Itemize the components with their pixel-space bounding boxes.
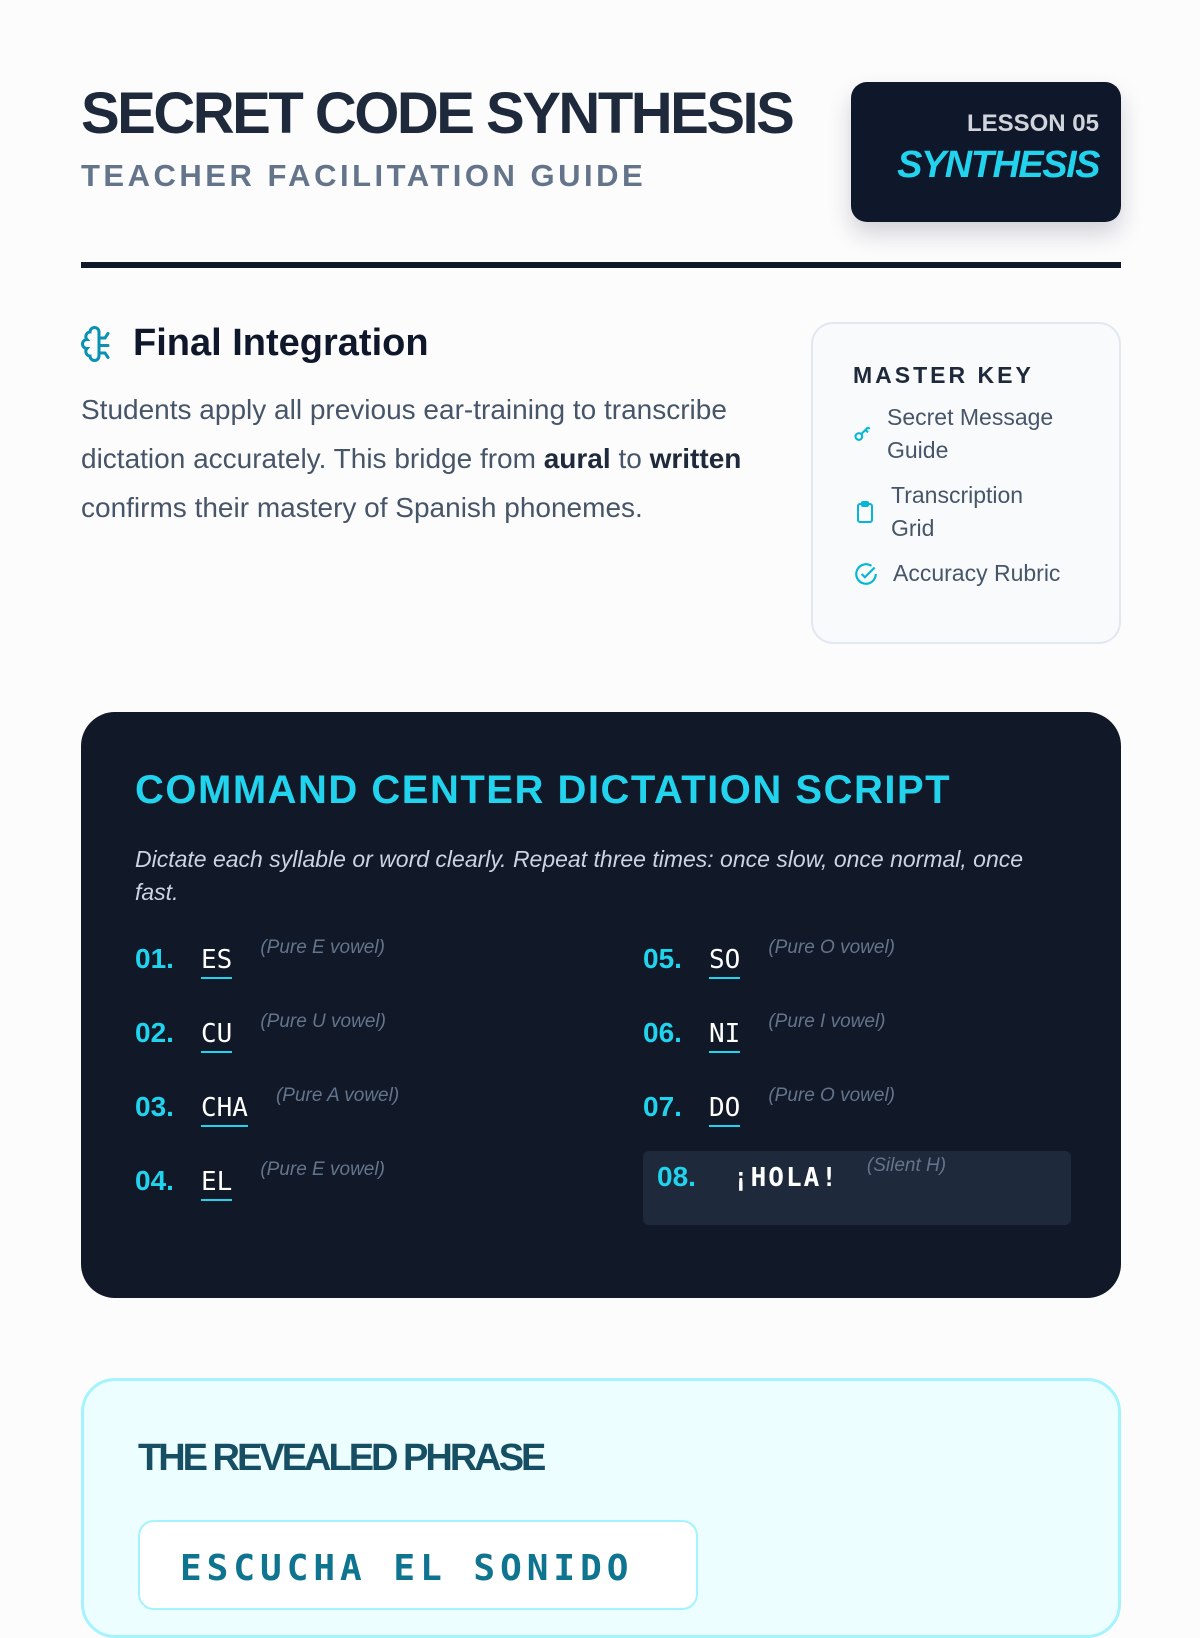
item-note: (Pure I vowel) [768, 1011, 886, 1032]
item-number: 01. [135, 943, 174, 974]
lesson-name: SYNTHESIS [897, 144, 1100, 186]
script-title: COMMAND CENTER DICTATION SCRIPT [135, 768, 952, 812]
dictation-script-panel: COMMAND CENTER DICTATION SCRIPT Dictate … [81, 712, 1121, 1298]
dictation-item: 08. ¡HOLA! (Silent H) [643, 1151, 1071, 1225]
item-number: 04. [135, 1165, 174, 1196]
master-key-title: MASTER KEY [853, 362, 1034, 388]
item-number: 06. [643, 1017, 682, 1048]
item-word: DO [709, 1093, 741, 1127]
dictation-item: 06. NI (Pure I vowel) [643, 1009, 1071, 1057]
item-note: (Pure E vowel) [260, 1159, 385, 1180]
intro-heading-text: Final Integration [133, 322, 429, 364]
reveal-title: THE REVEALED PHRASE [138, 1437, 546, 1479]
header: SECRET CODE SYNTHESIS TEACHER FACILITATI… [81, 82, 1121, 272]
brain-circuit-icon [81, 325, 110, 362]
dictation-item: 03. CHA (Pure A vowel) [135, 1083, 643, 1131]
clipboard-icon [857, 501, 873, 523]
revealed-phrase: ESCUCHA EL SONIDO [138, 1520, 698, 1610]
item-number: 08. [657, 1161, 696, 1192]
dictation-item: 04. EL (Pure E vowel) [135, 1157, 643, 1205]
master-key-item: Secret Message Guide [853, 401, 1119, 467]
item-word: EL [201, 1167, 233, 1201]
check-circle-icon [855, 562, 877, 585]
dictation-item: 05. SO (Pure O vowel) [643, 935, 1071, 983]
key-icon [854, 426, 871, 441]
script-instructions: Dictate each syllable or word clearly. R… [135, 846, 1024, 905]
dictation-item: 02. CU (Pure U vowel) [135, 1009, 643, 1057]
intro-section: Final Integration Students apply all pre… [81, 322, 761, 532]
master-key-item: Transcription Grid [853, 479, 1119, 545]
dictation-item: 01. ES (Pure E vowel) [135, 935, 643, 983]
intro-text: Students apply all previous ear-training… [81, 394, 742, 523]
item-number: 03. [135, 1091, 174, 1122]
item-note: (Pure E vowel) [260, 937, 385, 958]
revealed-phrase-panel: THE REVEALED PHRASE ESCUCHA EL SONIDO [81, 1378, 1121, 1638]
item-word: CHA [201, 1093, 248, 1127]
item-word: SO [709, 945, 741, 979]
item-number: 05. [643, 943, 682, 974]
lesson-badge: LESSON 05 SYNTHESIS [851, 82, 1121, 222]
divider [81, 262, 1121, 268]
lesson-number: LESSON 05 [966, 110, 1099, 137]
item-word: ES [201, 945, 233, 979]
item-word: NI [709, 1019, 741, 1053]
item-word: CU [201, 1019, 233, 1053]
item-number: 07. [643, 1091, 682, 1122]
item-note: (Pure A vowel) [275, 1085, 400, 1106]
item-note: (Silent H) [866, 1155, 947, 1176]
dictation-item: 07. DO (Pure O vowel) [643, 1083, 1071, 1131]
item-note: (Pure O vowel) [768, 1085, 896, 1106]
page-subtitle: TEACHER FACILITATION GUIDE [81, 158, 647, 193]
item-note: (Pure U vowel) [260, 1011, 386, 1032]
page-title: SECRET CODE SYNTHESIS [81, 81, 795, 146]
intro-heading: Final Integration [81, 322, 761, 365]
item-number: 02. [135, 1017, 174, 1048]
master-key-card: MASTER KEY Secret Message Guide Transcri… [811, 322, 1121, 644]
item-word: ¡HOLA! [733, 1163, 839, 1193]
master-key-item: Accuracy Rubric [853, 557, 1119, 590]
item-note: (Pure O vowel) [768, 937, 896, 958]
